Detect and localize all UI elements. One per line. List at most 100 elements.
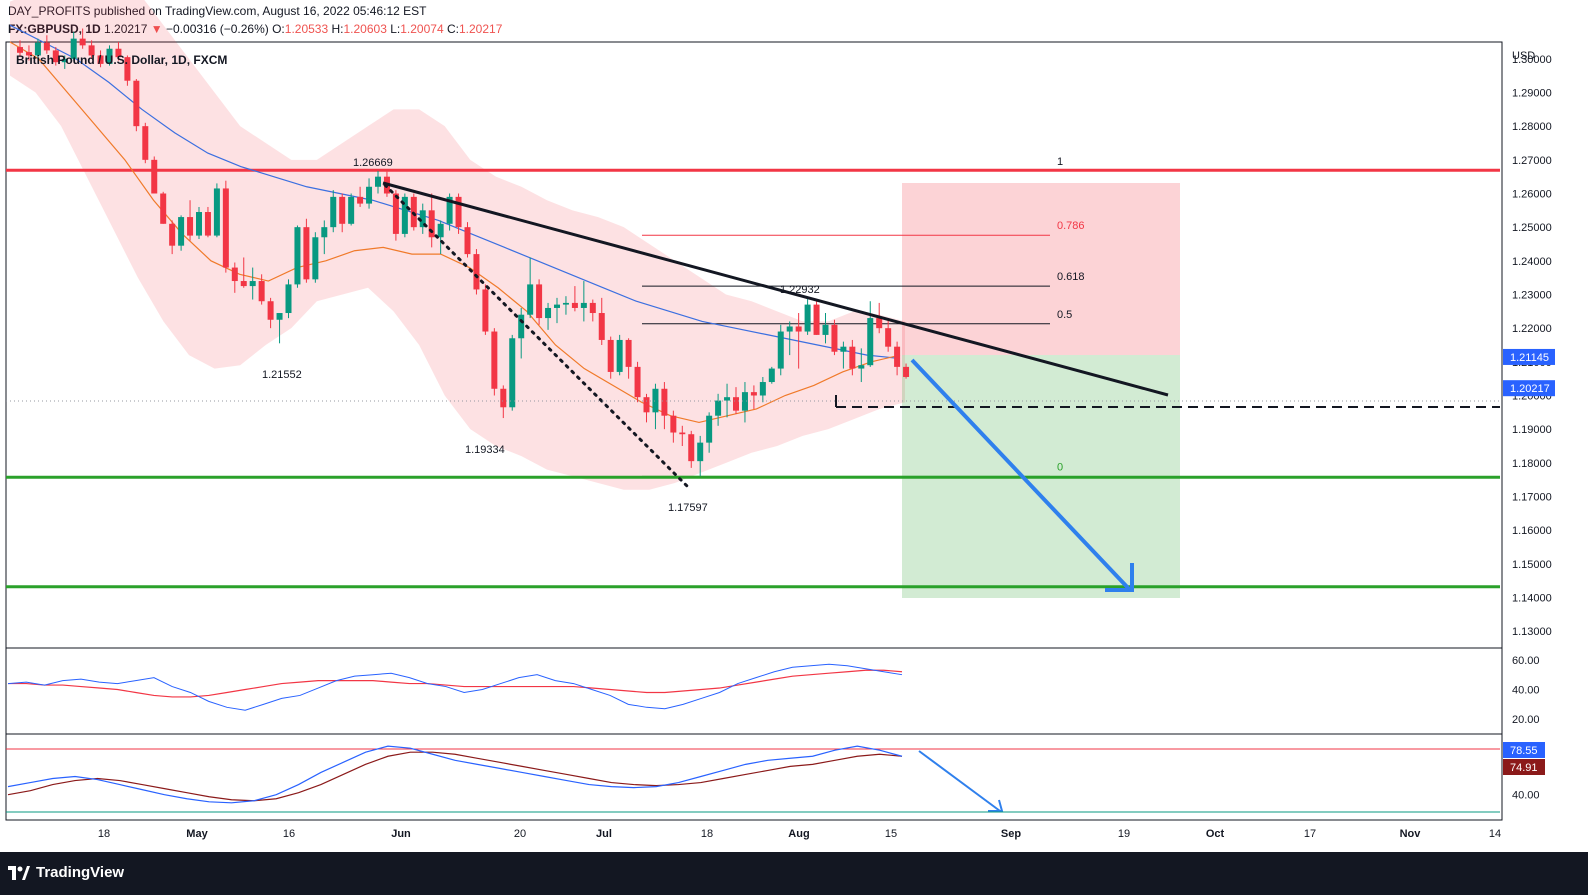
candle-body	[52, 50, 59, 63]
candle-body	[357, 196, 364, 204]
price-annotation: 1.21552	[262, 369, 302, 381]
candle-body	[697, 442, 704, 462]
symbol-ohlc-line: FX:GBPUSD, 1D 1.20217 ▼ −0.00316 (−0.26%…	[8, 22, 502, 36]
price-tick: 1.30000	[1512, 54, 1552, 66]
candle-body	[777, 331, 784, 369]
fib-label-4: 0	[1057, 461, 1063, 473]
currency-label: USD	[1512, 50, 1536, 62]
stoch-arrow-head	[988, 799, 1004, 812]
last-price: 1.20217	[104, 22, 148, 36]
candle-body	[840, 346, 847, 352]
price-tick: 1.24000	[1512, 256, 1552, 268]
rsi-pane: 60.00 40.00 20.00	[7, 655, 1540, 726]
down-arrow-icon: ▼	[150, 22, 163, 36]
current-price-text: 1.20217	[1510, 383, 1550, 395]
price-annotation: 1.22932	[780, 284, 820, 296]
candle-body	[509, 338, 516, 408]
candle-body	[464, 227, 471, 255]
candle-body	[401, 196, 408, 234]
price-tick: 1.18000	[1512, 458, 1552, 470]
time-tick: Jun	[391, 828, 411, 840]
dotted-trendline[interactable]	[383, 183, 690, 489]
candle-body	[903, 366, 910, 377]
candle-body	[858, 365, 865, 369]
time-tick: 14	[1489, 828, 1501, 840]
projection-arrow[interactable]	[910, 358, 1132, 592]
tradingview-icon	[8, 865, 30, 880]
candle-body	[276, 313, 283, 320]
candle-body	[204, 212, 211, 236]
candle-body	[88, 45, 95, 56]
candle-body	[741, 392, 748, 411]
stoch-d-badge	[1503, 759, 1545, 775]
candle-body	[652, 388, 659, 413]
price-tick: 1.17000	[1512, 492, 1552, 504]
candle-body	[786, 326, 793, 332]
rsi-tick: 40.00	[1512, 685, 1540, 697]
candle-body	[536, 284, 543, 319]
candle-body	[446, 196, 453, 224]
price-tick: 1.27000	[1512, 155, 1552, 167]
candle-body	[750, 392, 757, 396]
candle-body	[366, 186, 373, 204]
time-tick: Aug	[788, 828, 809, 840]
time-tick: 18	[98, 828, 110, 840]
fib-label-3: 0.5	[1057, 309, 1072, 321]
bollinger-band	[10, 0, 905, 490]
candle-body	[178, 217, 185, 246]
fib-label-1: 0.786	[1057, 220, 1085, 232]
price-annotation: 1.19334	[465, 444, 505, 456]
symbol-label[interactable]: FX:GBPUSD, 1D	[8, 22, 101, 36]
candle-body	[285, 284, 292, 314]
price-tick: 1.26000	[1512, 189, 1552, 201]
candle-body	[267, 301, 274, 320]
ma-blue-line	[9, 24, 901, 360]
candle-body	[258, 281, 265, 302]
price-tick: 1.29000	[1512, 88, 1552, 100]
candle-body	[768, 368, 775, 383]
candle-body	[222, 188, 229, 268]
candle-body	[312, 237, 319, 280]
candle-body	[580, 302, 587, 308]
candle-body	[321, 227, 328, 238]
candle-body	[231, 267, 238, 282]
candle-body	[34, 42, 41, 56]
stoch-d-text: 74.91	[1510, 762, 1538, 774]
rsi-line	[7, 663, 903, 711]
candle-body	[348, 196, 355, 224]
current-price-badge	[1503, 380, 1555, 397]
moving-averages	[9, 24, 901, 424]
chart-annotations: 1.26669 1.21552 1.19334 1.17597 1.22932	[262, 157, 820, 514]
descending-trendline[interactable]	[382, 181, 1169, 397]
rsi-pane-border	[5, 647, 1503, 735]
time-tick: Oct	[1206, 828, 1225, 840]
tradingview-logo[interactable]: TradingView	[8, 864, 124, 881]
price-change: −0.00316 (−0.26%)	[166, 22, 269, 36]
candle-body	[670, 415, 677, 433]
close-value: 1.20217	[458, 22, 503, 36]
candle-body	[894, 346, 901, 367]
candle-body	[634, 366, 641, 398]
low-value: 1.20074	[400, 22, 444, 36]
rsi-signal-line	[8, 669, 903, 698]
candle-body	[294, 227, 301, 285]
candle-body	[187, 217, 194, 236]
time-tick: 17	[1304, 828, 1316, 840]
candle-body	[249, 281, 256, 287]
candle-body	[115, 48, 122, 58]
candle-body	[849, 346, 856, 369]
candle-body	[196, 212, 202, 236]
open-label: O:	[272, 22, 285, 36]
candle-body	[867, 318, 874, 366]
candle-body	[473, 254, 480, 290]
chart-canvas[interactable]: 1 0.786 0.618 0.5 0 1.26669 1.21552 1.19334 1.1…	[0, 0, 1588, 852]
candle-body	[392, 193, 399, 234]
candle-body	[339, 196, 346, 224]
time-tick: 18	[701, 828, 713, 840]
candle-body	[688, 434, 695, 462]
chart-legend[interactable]: British Pound / U.S. Dollar, 1D, FXCM	[16, 53, 228, 67]
candle-body	[142, 126, 149, 160]
ma-price-badge	[1503, 348, 1555, 365]
trade-zones	[902, 183, 1180, 598]
candle-body	[571, 302, 578, 308]
